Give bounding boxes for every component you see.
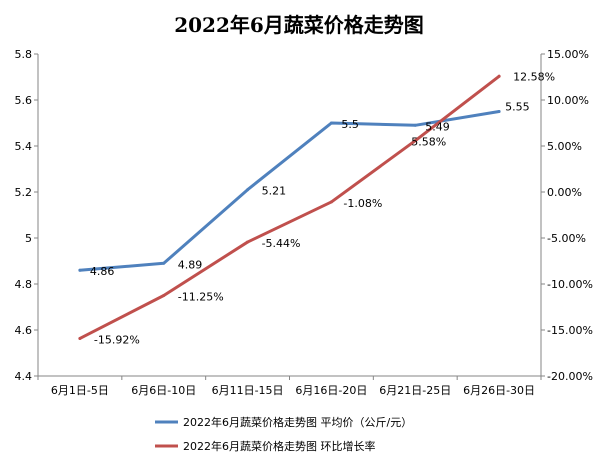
x-tick-label: 6月16日-20日 xyxy=(295,384,367,397)
data-labels: 4.86 4.89 5.21 5.5 5.49 5.55 -15.92% -11.25% -5.… xyxy=(90,70,555,346)
y-left-tick-label: 5 xyxy=(25,232,32,245)
series-line-2 xyxy=(78,74,501,340)
series-1-point xyxy=(497,110,501,113)
series-1-point xyxy=(329,121,333,125)
x-tick-label: 6月21日-25日 xyxy=(379,384,451,397)
series-2-data-label: -1.08% xyxy=(343,197,382,210)
series-2-point xyxy=(497,74,501,78)
series-1-point xyxy=(413,123,417,127)
series-1-data-label: 4.86 xyxy=(90,265,115,278)
x-tick-label: 6月1日-5日 xyxy=(51,384,109,397)
y-right-tick-label: -10.00% xyxy=(547,278,593,291)
series-1-data-label: 5.55 xyxy=(505,101,530,114)
series-1-point xyxy=(246,188,250,192)
x-tick-label: 6月11日-15日 xyxy=(212,384,284,397)
y-right-tick-label: 0.00% xyxy=(547,186,582,199)
x-tick-label: 6月26日-30日 xyxy=(463,384,535,397)
series-1-data-label: 5.49 xyxy=(425,120,450,133)
y-left-tick-label: 5.2 xyxy=(15,186,33,199)
series-line-1 xyxy=(78,110,501,272)
series-2-point xyxy=(246,240,250,244)
x-tick-label: 6月6日-10日 xyxy=(131,384,196,397)
y-right-tick-label: 10.00% xyxy=(547,94,589,107)
y-left-tick-label: 4.4 xyxy=(15,370,33,383)
chart-title: 2022年6月蔬菜价格走势图 xyxy=(174,13,424,37)
y-right-tick-label: -15.00% xyxy=(547,324,593,337)
series-2-data-label: -5.44% xyxy=(262,237,301,250)
series-1-data-label: 4.89 xyxy=(178,258,203,271)
series-2-data-label: 5.58% xyxy=(411,136,446,149)
series-2-point xyxy=(329,200,333,204)
legend-label-1: 2022年6月蔬菜价格走势图 平均价（公斤/元） xyxy=(183,415,412,429)
series-layer xyxy=(78,74,501,340)
y-left-tick-label: 5.4 xyxy=(15,140,33,153)
axes: 4.4 4.6 4.8 5 5.2 5.4 5.6 5.8 -20.00% -15.00% -10.… xyxy=(15,48,593,397)
y-right-tick-label: 5.00% xyxy=(547,140,582,153)
series-2-data-label: -11.25% xyxy=(178,291,224,304)
series-1-point xyxy=(162,261,166,265)
series-1-data-label: 5.21 xyxy=(262,185,287,198)
legend: 2022年6月蔬菜价格走势图 平均价（公斤/元） 2022年6月蔬菜价格走势图 环… xyxy=(155,415,412,453)
series-2-point xyxy=(413,139,417,143)
series-1-data-label: 5.5 xyxy=(341,118,359,131)
series-2-data-label: 12.58% xyxy=(513,70,555,83)
y-right-tick-label: -5.00% xyxy=(547,232,586,245)
y-right-tick-label: -20.00% xyxy=(547,370,593,383)
series-2-data-label: -15.92% xyxy=(94,333,140,346)
y-right-tick-label: 15.00% xyxy=(547,48,589,61)
y-left-tick-label: 5.8 xyxy=(15,48,33,61)
y-left-tick-label: 5.6 xyxy=(15,94,33,107)
series-2-point xyxy=(162,294,166,297)
y-left-tick-label: 4.8 xyxy=(15,278,33,291)
legend-label-2: 2022年6月蔬菜价格走势图 环比增长率 xyxy=(183,439,376,453)
series-1-point xyxy=(78,268,82,272)
series-2-point xyxy=(78,336,82,340)
y-left-tick-label: 4.6 xyxy=(15,324,33,337)
